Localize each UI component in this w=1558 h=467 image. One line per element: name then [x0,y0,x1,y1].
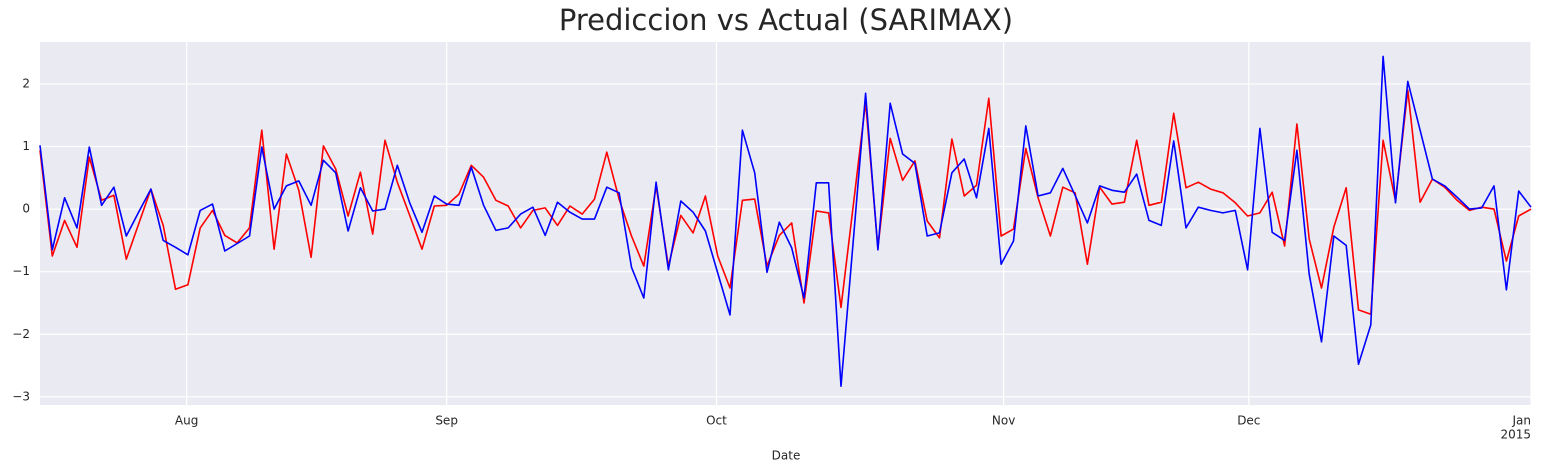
series-line [39,89,1532,316]
y-tick-label: −3 [12,389,30,403]
y-tick-label: −2 [12,327,30,341]
x-tick-label: Oct [706,414,727,428]
chart-title: Prediccion vs Actual (SARIMAX) [559,3,1013,37]
x-tick-sublabel: 2015 [1500,428,1531,442]
x-tick-label: Sep [435,414,458,428]
y-tick-label: 1 [22,139,30,153]
x-tick-label: Nov [992,414,1015,428]
y-tick-label: 0 [22,202,30,216]
y-tick-label: 2 [22,76,30,90]
y-tick-label: −1 [12,264,30,278]
series-line [39,55,1532,387]
x-tick-label: Aug [175,414,198,428]
x-tick-label: Dec [1237,414,1260,428]
x-axis-label: Date [772,449,801,463]
x-tick-label: Jan [1512,414,1532,428]
plot-area [40,42,1531,405]
